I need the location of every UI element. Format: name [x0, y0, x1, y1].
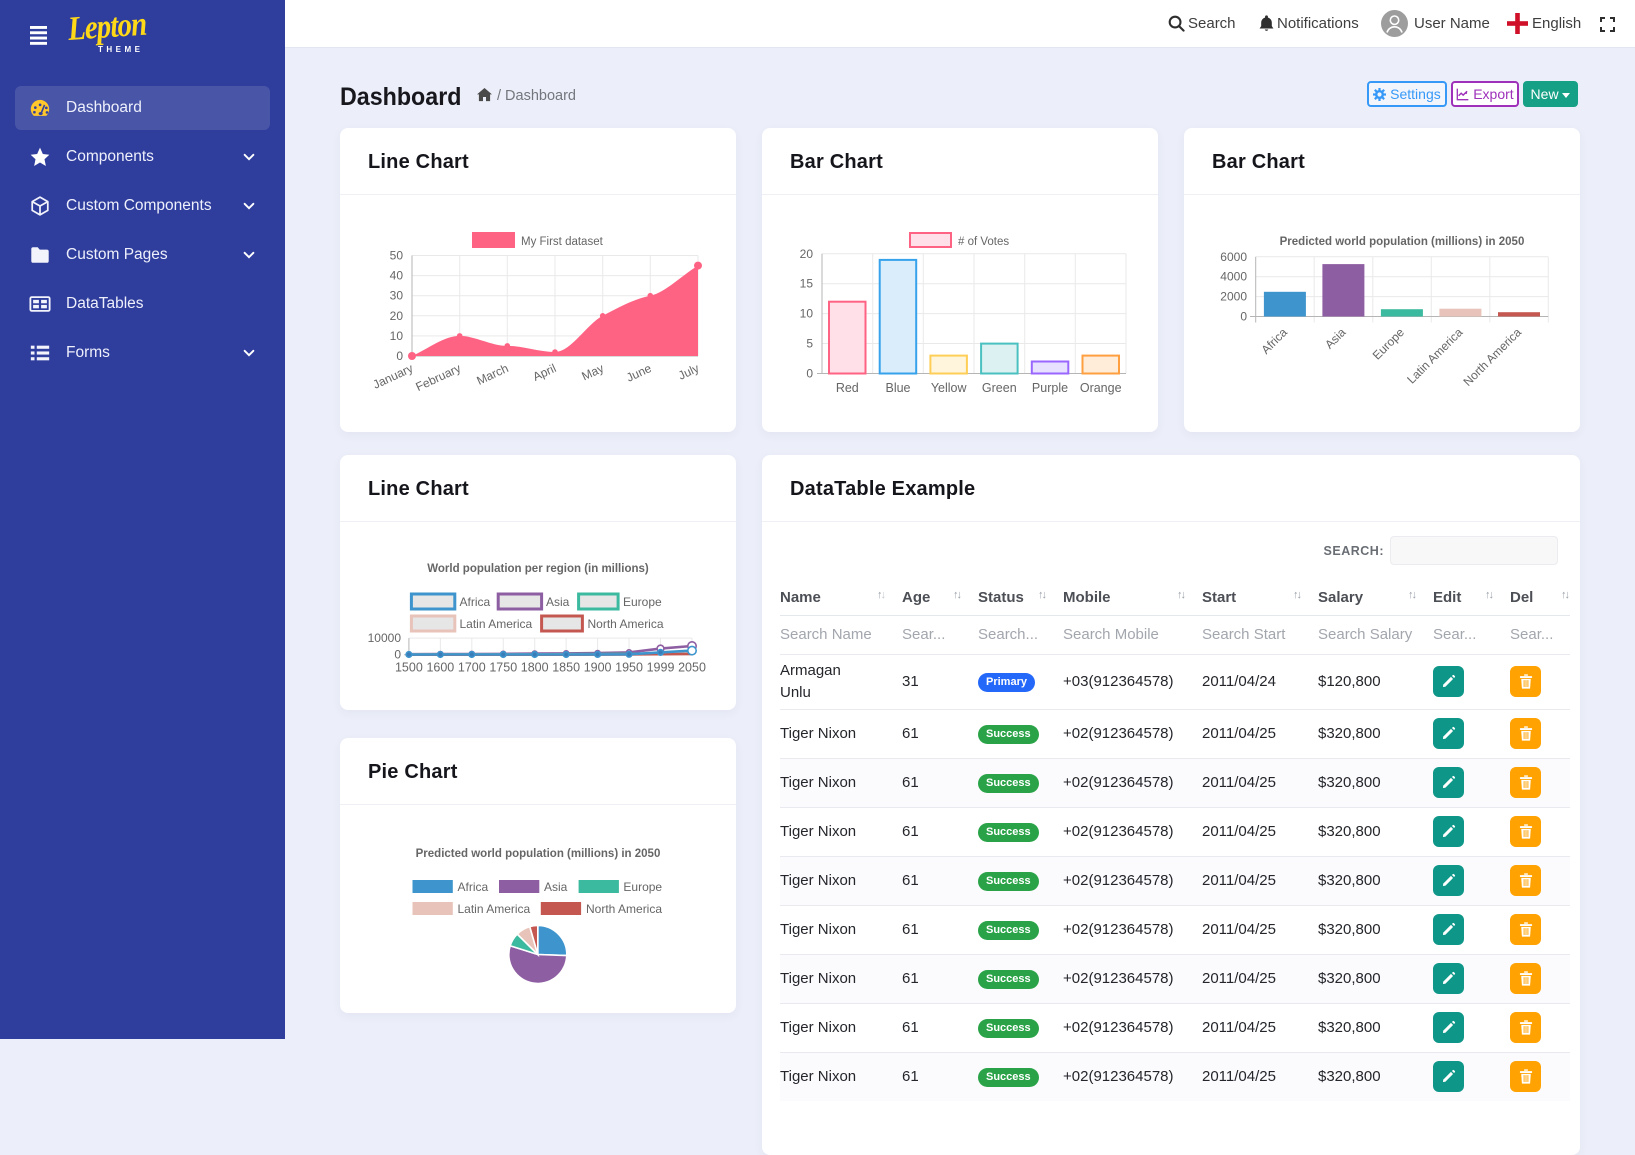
- svg-text:10: 10: [800, 307, 814, 321]
- svg-text:Green: Green: [982, 381, 1017, 395]
- svg-text:0: 0: [394, 648, 401, 662]
- svg-text:1900: 1900: [584, 660, 612, 674]
- svg-text:0: 0: [396, 349, 403, 363]
- svg-text:1800: 1800: [521, 660, 549, 674]
- svg-text:Latin America: Latin America: [1404, 325, 1466, 387]
- svg-text:Purple: Purple: [1032, 381, 1068, 395]
- svg-text:Orange: Orange: [1080, 381, 1122, 395]
- svg-text:Predicted world population (mi: Predicted world population (millions) in…: [1280, 236, 1525, 248]
- svg-text:1750: 1750: [489, 660, 517, 674]
- svg-text:January: January: [371, 361, 416, 392]
- svg-text:Africa: Africa: [460, 595, 491, 609]
- svg-text:10000: 10000: [368, 631, 402, 645]
- svg-text:Europe: Europe: [623, 595, 662, 609]
- svg-text:1600: 1600: [426, 660, 454, 674]
- svg-text:Latin America: Latin America: [458, 902, 531, 916]
- svg-text:My First dataset: My First dataset: [521, 236, 604, 248]
- svg-text:Asia: Asia: [544, 880, 568, 894]
- svg-text:March: March: [474, 361, 510, 388]
- svg-text:Europe: Europe: [623, 880, 662, 894]
- svg-text:Asia: Asia: [1322, 325, 1349, 352]
- svg-text:1500: 1500: [395, 660, 423, 674]
- svg-text:Blue: Blue: [885, 381, 910, 395]
- svg-text:2050: 2050: [678, 660, 706, 674]
- svg-text:July: July: [676, 361, 701, 383]
- svg-text:40: 40: [390, 269, 404, 283]
- svg-text:6000: 6000: [1220, 250, 1247, 264]
- svg-text:50: 50: [390, 249, 404, 263]
- svg-text:North America: North America: [586, 902, 662, 916]
- svg-text:Latin America: Latin America: [460, 617, 533, 631]
- svg-text:North America: North America: [588, 617, 664, 631]
- svg-text:1950: 1950: [615, 660, 643, 674]
- svg-text:Predicted world population (mi: Predicted world population (millions) in…: [416, 848, 661, 860]
- svg-text:Africa: Africa: [1258, 325, 1290, 357]
- svg-text:Europe: Europe: [1370, 325, 1407, 362]
- svg-text:February: February: [414, 361, 463, 394]
- svg-text:10: 10: [390, 329, 404, 343]
- svg-text:Red: Red: [836, 381, 859, 395]
- svg-text:0: 0: [806, 367, 813, 381]
- svg-text:20: 20: [390, 309, 404, 323]
- svg-text:30: 30: [390, 289, 404, 303]
- svg-text:5: 5: [806, 337, 813, 351]
- svg-text:2000: 2000: [1220, 290, 1247, 304]
- svg-text:20: 20: [800, 247, 814, 261]
- svg-text:0: 0: [1240, 310, 1247, 324]
- svg-text:Yellow: Yellow: [931, 381, 968, 395]
- svg-text:4000: 4000: [1220, 270, 1247, 284]
- svg-text:May: May: [580, 361, 606, 383]
- svg-text:15: 15: [800, 277, 814, 291]
- svg-text:April: April: [531, 361, 559, 384]
- svg-text:# of Votes: # of Votes: [958, 236, 1009, 248]
- svg-text:1999: 1999: [647, 660, 675, 674]
- svg-text:June: June: [624, 361, 654, 385]
- svg-text:1850: 1850: [552, 660, 580, 674]
- svg-text:1700: 1700: [458, 660, 486, 674]
- svg-text:Asia: Asia: [546, 595, 570, 609]
- svg-text:Africa: Africa: [458, 880, 489, 894]
- svg-text:World population per region (i: World population per region (in millions…: [427, 563, 649, 575]
- svg-text:North America: North America: [1460, 325, 1524, 389]
